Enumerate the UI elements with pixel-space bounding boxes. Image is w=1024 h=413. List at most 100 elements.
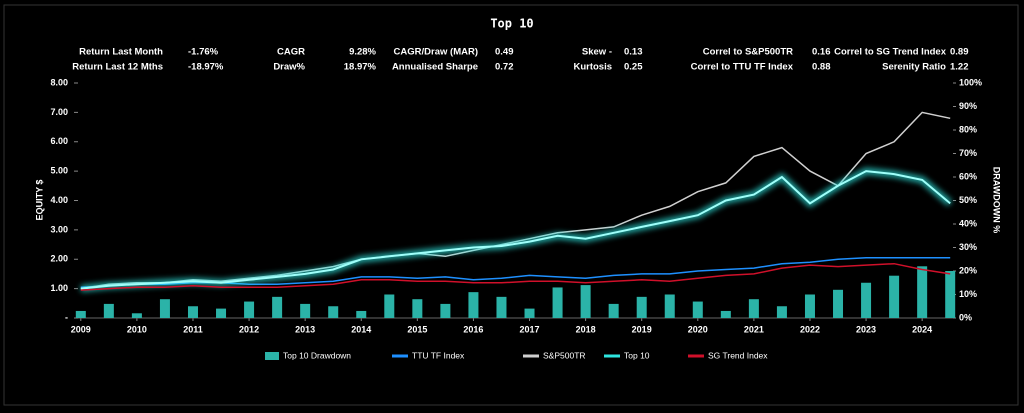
drawdown-bar [412,299,423,318]
line [80,262,951,291]
y2-tick-label: 0% [959,312,972,322]
drawdown-bar [636,296,647,318]
stat-value: 0.16 [812,47,831,58]
y2-tick-label: 30% [959,242,977,252]
x-tick-label: 2009 [71,324,91,334]
stat-label: Correl to TTU TF Index [691,62,794,73]
x-tick-label: 2015 [407,324,427,334]
stat-value: 0.89 [950,47,969,58]
stat-label: Correl to S&P500TR [703,47,793,58]
legend-label: SG Trend Index [708,350,768,360]
stat-value: 1.22 [950,62,969,73]
legend-label: Top 10 Drawdown [283,350,351,360]
y2-tick-label: 90% [959,101,977,111]
y2-tick-label: 70% [959,148,977,158]
x-tick-label: 2013 [295,324,315,334]
drawdown-bar [103,303,114,318]
x-tick-label: 2016 [463,324,483,334]
y-tick-label: 4.00 [50,195,68,205]
y2-tick-label: 50% [959,195,977,205]
drawdown-bar [187,306,198,318]
y-tick-label: 8.00 [50,77,68,87]
legend-label: TTU TF Index [412,350,465,360]
y-tick-label: 5.00 [50,166,68,176]
x-tick-label: 2023 [856,324,876,334]
drawdown-bar [945,271,956,318]
legend-swatch [265,352,279,360]
y-tick-label: 6.00 [50,136,68,146]
drawdown-bar [384,294,395,318]
drawdown-bar [552,287,563,318]
stat-label: Return Last Month [79,47,163,58]
stat-label: Draw% [273,62,305,73]
drawdown-bar [468,292,479,318]
x-tick-label: 2018 [576,324,596,334]
drawdown-bar [272,296,283,318]
drawdown-bar [328,306,339,318]
x-tick-label: 2021 [744,324,764,334]
y-axis-label: EQUITY $ [34,180,44,221]
stat-label: Annualised Sharpe [392,62,478,73]
x-tick-label: 2017 [520,324,540,334]
stat-label: CAGR/Draw (MAR) [394,47,478,58]
line [80,170,951,290]
stat-label: Return Last 12 Mths [72,62,163,73]
chart-title: Top 10 [490,17,533,31]
drawdown-bar [692,301,703,318]
y-tick-label: 7.00 [50,107,68,117]
drawdown-bar [356,310,367,318]
y2-tick-label: 100% [959,77,982,87]
drawdown-bar [608,303,619,318]
y-tick-label: 2.00 [50,254,68,264]
drawdown-bar [216,308,227,318]
y-tick-label: 3.00 [50,224,68,234]
x-tick-label: 2020 [688,324,708,334]
drawdown-bar [776,306,787,318]
drawdown-bar [131,313,142,318]
x-tick-label: 2010 [127,324,147,334]
stat-label: Serenity Ratio [882,62,946,73]
stat-value: 0.13 [624,47,643,58]
drawdown-bar [917,266,928,318]
y-tick-label: 1.00 [50,283,68,293]
stat-value: 0.72 [495,62,514,73]
drawdown-bar [75,310,86,318]
y-tick-label: - [65,312,68,322]
drawdown-bar [720,310,731,318]
stat-value: 0.25 [624,62,643,73]
y2-axis-label: DRAWDOWN % [992,167,1002,234]
y2-tick-label: 10% [959,289,977,299]
stat-label: Skew - [582,47,612,58]
stat-value: -1.76% [188,47,219,58]
drawdown-bar [524,308,535,318]
frame [3,4,1019,406]
drawdown-bar [580,285,591,318]
drawdown-bar [300,303,311,318]
stat-label: Correl to SG Trend Index [834,47,947,58]
stat-value: -18.97% [188,62,224,73]
drawdown-bar [861,282,872,318]
x-tick-label: 2024 [912,324,932,334]
drawdown-bar [748,299,759,318]
x-tick-label: 2014 [351,324,371,334]
drawdown-bar [889,275,900,318]
drawdown-bar [440,303,451,318]
legend-label: Top 10 [624,350,650,360]
drawdown-bar [244,301,255,318]
drawdown-bar [496,296,507,318]
y2-tick-label: 80% [959,124,977,134]
legend-label: S&P500TR [543,350,586,360]
x-tick-label: 2012 [239,324,259,334]
stat-value: 0.88 [812,62,831,73]
stat-value: 0.49 [495,47,514,58]
y2-tick-label: 40% [959,218,977,228]
stat-label: Kurtosis [573,62,612,73]
stat-label: CAGR [277,47,305,58]
drawdown-bar [664,294,675,318]
drawdown-bar [804,294,815,318]
x-tick-label: 2011 [183,324,203,334]
y2-tick-label: 60% [959,171,977,181]
drawdown-bar [833,289,844,318]
drawdown-bar [159,299,170,318]
